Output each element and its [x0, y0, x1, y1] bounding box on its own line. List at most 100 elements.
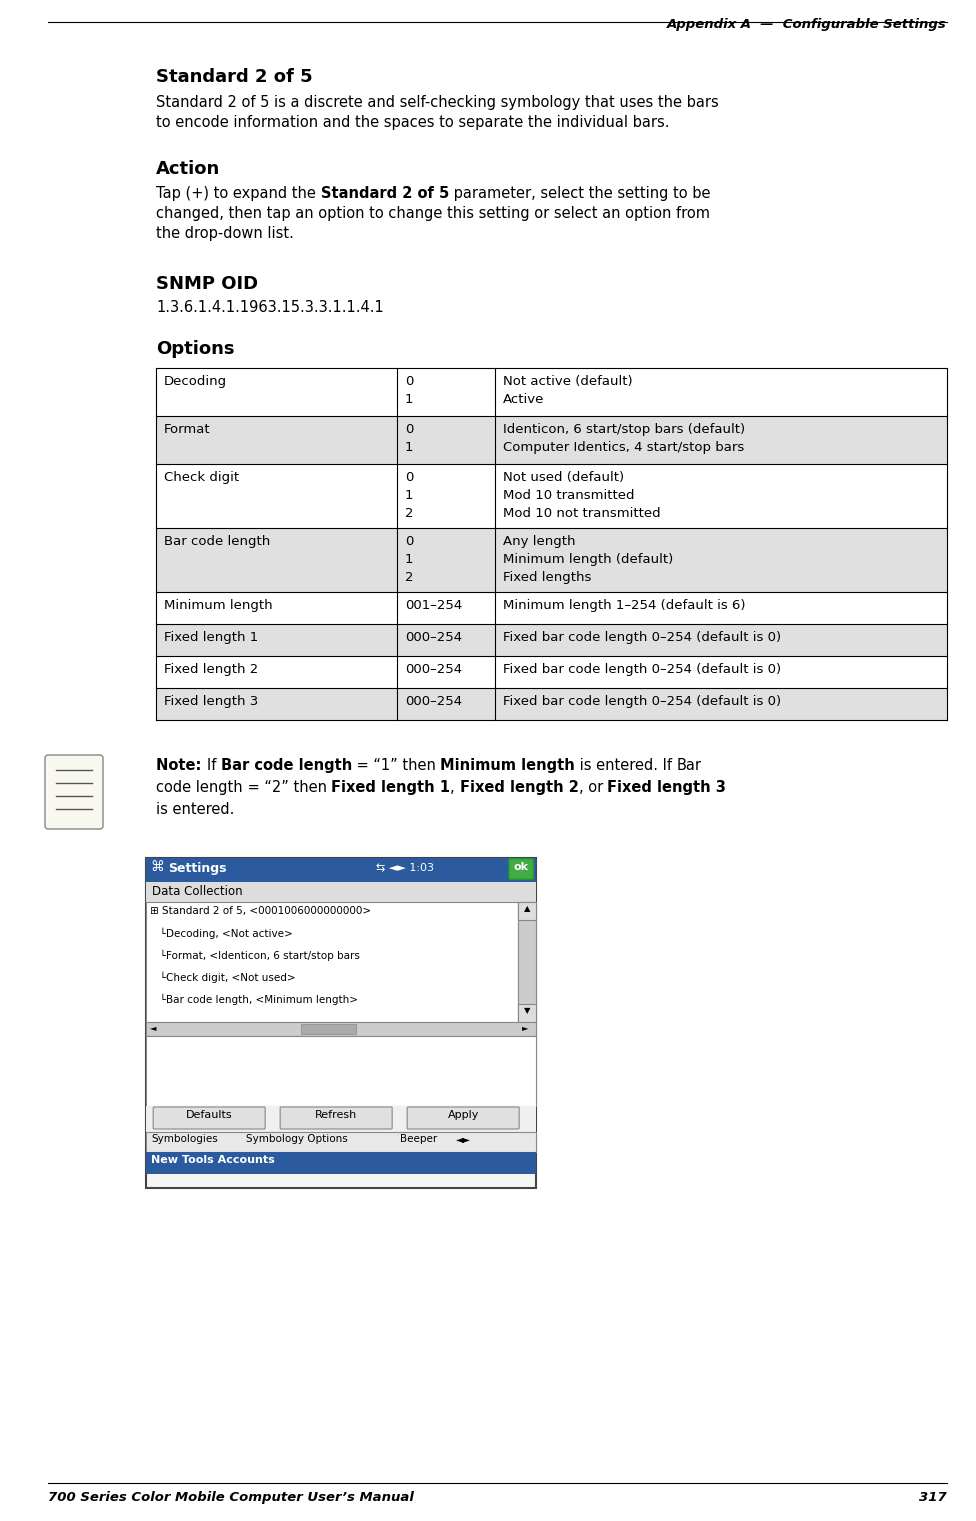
- Bar: [156, 417, 947, 464]
- Text: is entered. If: is entered. If: [575, 757, 676, 773]
- Text: Minimum length 1–254 (default is 6): Minimum length 1–254 (default is 6): [503, 599, 745, 611]
- Text: Fixed bar code length 0–254 (default is 0): Fixed bar code length 0–254 (default is …: [503, 663, 781, 675]
- Text: ▲: ▲: [524, 903, 530, 913]
- Text: Fixed length 2: Fixed length 2: [164, 663, 259, 675]
- Text: Apply: Apply: [447, 1110, 479, 1119]
- Text: Mod 10 transmitted: Mod 10 transmitted: [503, 488, 634, 502]
- Bar: [156, 528, 947, 592]
- Text: ◄: ◄: [150, 1024, 157, 1033]
- Text: 000–254: 000–254: [405, 695, 463, 707]
- Bar: [146, 858, 536, 882]
- Text: Standard 2 of 5: Standard 2 of 5: [321, 186, 449, 201]
- Text: Bar code length: Bar code length: [221, 757, 352, 773]
- Text: Fixed length 3: Fixed length 3: [164, 695, 259, 707]
- FancyBboxPatch shape: [280, 1107, 392, 1129]
- Text: └Decoding, <Not active>: └Decoding, <Not active>: [150, 928, 293, 940]
- Text: Data Collection: Data Collection: [152, 885, 243, 897]
- Text: ⊞ Standard 2 of 5, <0001006000000000>: ⊞ Standard 2 of 5, <0001006000000000>: [150, 907, 371, 916]
- Text: 000–254: 000–254: [405, 663, 463, 675]
- Text: Format: Format: [164, 423, 211, 437]
- Text: Bar: Bar: [676, 757, 702, 773]
- Text: Beeper: Beeper: [400, 1135, 437, 1144]
- Text: 1.3.6.1.4.1.1963.15.3.3.1.1.4.1: 1.3.6.1.4.1.1963.15.3.3.1.1.4.1: [156, 300, 384, 315]
- Text: = “1” then: = “1” then: [352, 757, 440, 773]
- Text: Mod 10 not transmitted: Mod 10 not transmitted: [503, 506, 661, 520]
- Text: Minimum length: Minimum length: [440, 757, 575, 773]
- Text: Symbologies: Symbologies: [151, 1135, 218, 1144]
- Text: Decoding: Decoding: [164, 376, 227, 388]
- Text: 000–254: 000–254: [405, 631, 463, 643]
- Text: └Format, <Identicon, 6 start/stop bars: └Format, <Identicon, 6 start/stop bars: [150, 951, 360, 961]
- Text: Note:: Note:: [156, 757, 207, 773]
- Text: Fixed bar code length 0–254 (default is 0): Fixed bar code length 0–254 (default is …: [503, 695, 781, 707]
- Text: Not active (default): Not active (default): [503, 376, 632, 388]
- Text: Fixed length 1: Fixed length 1: [332, 780, 450, 795]
- Text: Settings: Settings: [168, 862, 226, 875]
- Text: Standard 2 of 5 is a discrete and self-checking symbology that uses the bars: Standard 2 of 5 is a discrete and self-c…: [156, 94, 719, 110]
- Text: Action: Action: [156, 160, 221, 178]
- Bar: [518, 902, 536, 920]
- Text: 2: 2: [405, 570, 414, 584]
- Text: ►: ►: [522, 1024, 529, 1033]
- Bar: [518, 902, 536, 1022]
- Text: Any length: Any length: [503, 535, 575, 548]
- Text: ⌘: ⌘: [150, 859, 164, 875]
- Text: the drop-down list.: the drop-down list.: [156, 227, 294, 240]
- Text: New Tools Accounts: New Tools Accounts: [151, 1154, 275, 1165]
- Text: 1: 1: [405, 554, 414, 566]
- Text: Active: Active: [503, 392, 544, 406]
- Text: , or: , or: [579, 780, 607, 795]
- Bar: [146, 1132, 536, 1151]
- Text: Appendix A  —  Configurable Settings: Appendix A — Configurable Settings: [668, 18, 947, 30]
- Text: 317: 317: [919, 1491, 947, 1504]
- Text: Minimum length: Minimum length: [164, 599, 272, 611]
- Text: Computer Identics, 4 start/stop bars: Computer Identics, 4 start/stop bars: [503, 441, 744, 453]
- Text: Standard 2 of 5: Standard 2 of 5: [156, 68, 312, 87]
- Text: Refresh: Refresh: [315, 1110, 357, 1119]
- Text: 2: 2: [405, 506, 414, 520]
- Text: ,: ,: [450, 780, 460, 795]
- Text: ▼: ▼: [524, 1005, 530, 1015]
- Bar: [146, 882, 536, 902]
- Text: Symbology Options: Symbology Options: [246, 1135, 347, 1144]
- Text: Defaults: Defaults: [185, 1110, 232, 1119]
- Text: 700 Series Color Mobile Computer User’s Manual: 700 Series Color Mobile Computer User’s …: [48, 1491, 414, 1504]
- Text: Check digit: Check digit: [164, 472, 239, 484]
- Text: 001–254: 001–254: [405, 599, 463, 611]
- Text: 1: 1: [405, 488, 414, 502]
- FancyBboxPatch shape: [407, 1107, 519, 1129]
- Text: to encode information and the spaces to separate the individual bars.: to encode information and the spaces to …: [156, 116, 670, 129]
- Text: 0: 0: [405, 376, 414, 388]
- Text: Fixed length 2: Fixed length 2: [460, 780, 579, 795]
- Text: Fixed length 1: Fixed length 1: [164, 631, 259, 643]
- Bar: [146, 902, 518, 1022]
- Bar: [146, 1151, 536, 1174]
- Text: If: If: [207, 757, 221, 773]
- Text: Fixed lengths: Fixed lengths: [503, 570, 591, 584]
- Text: Fixed length 3: Fixed length 3: [607, 780, 726, 795]
- Text: Minimum length (default): Minimum length (default): [503, 554, 672, 566]
- Bar: [146, 858, 536, 1188]
- Text: Options: Options: [156, 341, 234, 357]
- Text: 1: 1: [405, 392, 414, 406]
- Text: SNMP OID: SNMP OID: [156, 275, 259, 294]
- FancyBboxPatch shape: [509, 859, 533, 879]
- Text: 1: 1: [405, 441, 414, 453]
- Text: ⇆ ◄► 1:03: ⇆ ◄► 1:03: [376, 862, 434, 872]
- Text: changed, then tap an option to change this setting or select an option from: changed, then tap an option to change th…: [156, 205, 711, 221]
- Text: 0: 0: [405, 472, 414, 484]
- Text: Bar code length: Bar code length: [164, 535, 270, 548]
- Bar: [156, 687, 947, 719]
- Text: ok: ok: [513, 862, 529, 872]
- Bar: [146, 1022, 536, 1036]
- Text: 0: 0: [405, 423, 414, 437]
- Text: code length: code length: [156, 780, 243, 795]
- FancyBboxPatch shape: [153, 1107, 265, 1129]
- Text: ◄►: ◄►: [456, 1135, 471, 1144]
- Bar: [146, 1036, 536, 1106]
- Text: 0: 0: [405, 535, 414, 548]
- Text: parameter, select the setting to be: parameter, select the setting to be: [449, 186, 711, 201]
- Text: └Check digit, <Not used>: └Check digit, <Not used>: [150, 972, 296, 984]
- Text: = “2” then: = “2” then: [243, 780, 332, 795]
- Bar: [518, 1004, 536, 1022]
